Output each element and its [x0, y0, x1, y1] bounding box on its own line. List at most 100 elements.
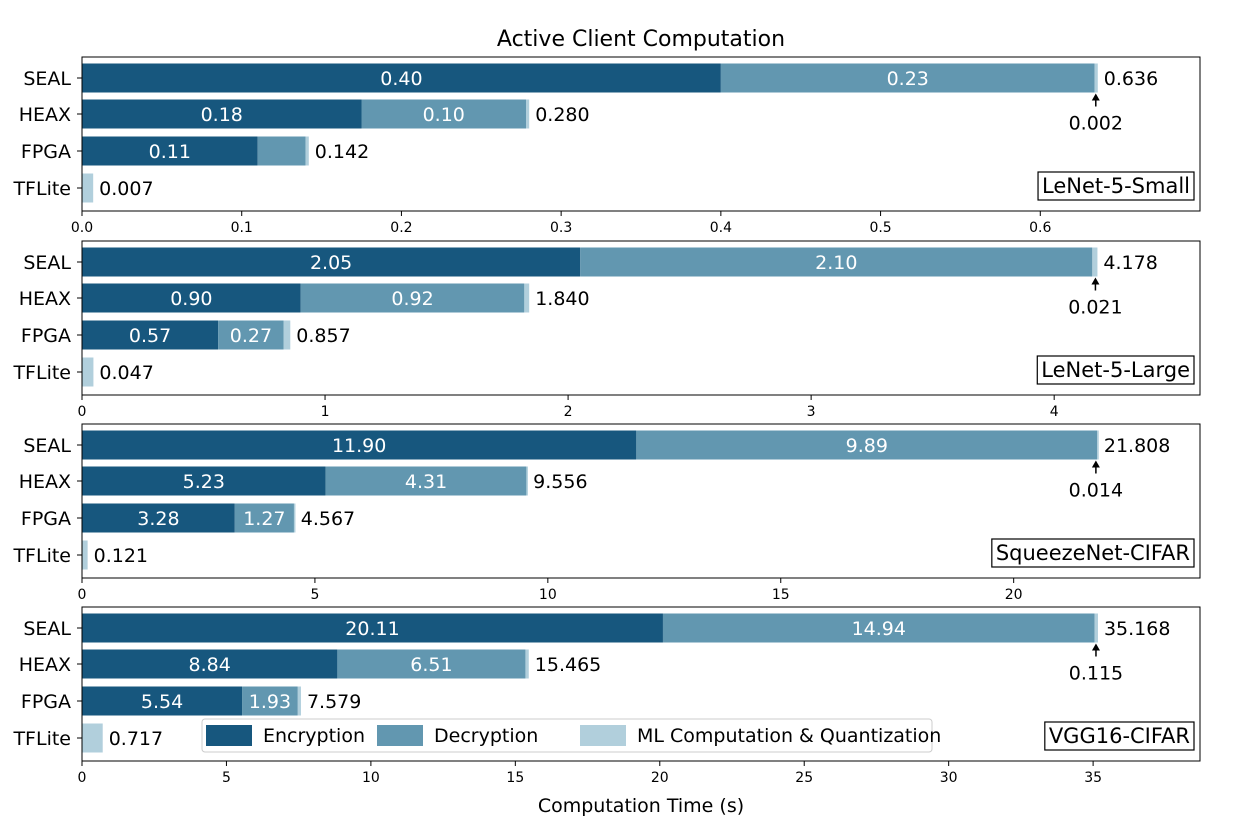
bar-fpga-encryption	[82, 136, 258, 166]
bar-heax-encryption	[82, 99, 362, 129]
bar-heax-decryption	[300, 283, 525, 313]
panel-name-box	[1037, 171, 1195, 201]
bar-label-heax-decryption: 0.10	[423, 104, 465, 126]
bar-seal-ml-computation-quantization	[1094, 613, 1098, 643]
bar-label-heax-encryption: 0.18	[201, 104, 243, 126]
bar-tflite-ml-computation-quantization	[82, 723, 103, 753]
x-axis-label: Computation Time (s)	[538, 795, 744, 817]
x-tick-label: 0.3	[550, 220, 572, 236]
total-label-seal: 0.636	[1104, 68, 1158, 90]
y-tick-label-heax: HEAX	[19, 104, 71, 126]
x-tick-label: 1	[321, 404, 330, 420]
bar-label-heax-decryption: 0.92	[391, 288, 433, 310]
y-tick-label-heax: HEAX	[19, 654, 71, 676]
bar-label-seal-decryption: 9.89	[846, 435, 888, 457]
x-tick-label: 0.0	[71, 220, 93, 236]
panel-frame	[81, 56, 1201, 212]
bar-heax-encryption	[82, 283, 301, 313]
x-tick-label: 10	[362, 770, 380, 786]
total-label-fpga: 0.857	[296, 325, 350, 347]
x-tick-label: 5	[222, 770, 231, 786]
y-tick-label-fpga: FPGA	[21, 508, 71, 530]
panel-name-label: LeNet-5-Large	[1041, 358, 1190, 382]
x-tick-label: 0.2	[390, 220, 412, 236]
y-tick-label-fpga: FPGA	[21, 325, 71, 347]
panel-lenet-5-large: 2.05 2.10 4.178 SEAL 0.90 0.92 1.840 HEAX 0.57 0.…	[12, 240, 1201, 420]
bar-seal-encryption	[82, 247, 581, 277]
bar-tflite-ml-computation-quantization	[82, 173, 94, 203]
bar-heax-decryption	[337, 649, 526, 679]
x-tick-label: 15	[772, 587, 790, 603]
bar-tflite-ml-computation-quantization	[82, 540, 88, 570]
x-tick-label: 0.4	[710, 220, 732, 236]
bar-heax-decryption	[325, 466, 527, 496]
bar-seal-ml-computation-quantization	[1094, 63, 1098, 93]
total-label-heax: 15.465	[535, 654, 601, 676]
bar-fpga-decryption	[257, 136, 306, 166]
legend-swatch-ml-computation-quantization	[580, 725, 626, 746]
chart-title: Active Client Computation	[497, 27, 785, 52]
bar-heax-ml-computation-quantization	[524, 283, 530, 313]
bar-fpga-decryption	[242, 686, 298, 716]
bar-label-fpga-encryption: 0.11	[149, 141, 191, 163]
x-tick-label: 0.1	[231, 220, 253, 236]
bar-heax-decryption	[361, 99, 527, 129]
panel-name-box	[1044, 721, 1195, 751]
total-label-fpga: 0.142	[315, 141, 369, 163]
y-tick-label-fpga: FPGA	[21, 141, 71, 163]
x-tick-label: 35	[1084, 770, 1102, 786]
bar-label-fpga-encryption: 3.28	[137, 508, 179, 530]
x-tick-label: 0	[78, 770, 87, 786]
bar-label-heax-decryption: 4.31	[405, 471, 447, 493]
bar-fpga-encryption	[82, 320, 219, 350]
panel-squeezenet-cifar: 11.90 9.89 21.808 SEAL 5.23 4.31 9.556 HEAX 3.28…	[12, 423, 1201, 603]
y-tick-label-tflite: TFLite	[12, 362, 71, 384]
annotation-arrow-head	[1091, 643, 1100, 651]
y-tick-label-seal: SEAL	[23, 435, 71, 457]
y-tick-label-tflite: TFLite	[12, 728, 71, 750]
total-label-fpga: 7.579	[307, 691, 361, 713]
bar-fpga-ml-computation-quantization	[297, 686, 301, 716]
bar-fpga-encryption	[82, 503, 235, 533]
annotation-label: 0.014	[1069, 480, 1123, 502]
annotation-arrow-head	[1091, 277, 1100, 285]
bar-heax-ml-computation-quantization	[525, 649, 529, 679]
bar-label-seal-encryption: 2.05	[310, 252, 352, 274]
y-tick-label-tflite: TFLite	[12, 545, 71, 567]
panel-vgg16-cifar: 20.11 14.94 35.168 SEAL 8.84 6.51 15.465 HEAX 5.…	[12, 606, 1201, 786]
bar-heax-ml-computation-quantization	[526, 99, 530, 129]
bar-label-seal-encryption: 20.11	[345, 618, 399, 640]
y-tick-label-heax: HEAX	[19, 471, 71, 493]
bar-fpga-decryption	[218, 320, 284, 350]
bar-label-fpga-encryption: 5.54	[141, 691, 183, 713]
x-tick-label: 4	[1050, 404, 1059, 420]
y-tick-label-tflite: TFLite	[12, 178, 71, 200]
bar-label-fpga-encryption: 0.57	[129, 325, 171, 347]
bar-seal-decryption	[720, 63, 1095, 93]
total-label-seal: 35.168	[1104, 618, 1170, 640]
legend: Encryption Decryption ML Computation & Qua…	[201, 718, 941, 753]
x-tick-label: 3	[807, 404, 816, 420]
panel-name-box	[1036, 355, 1195, 385]
x-tick-label: 2	[564, 404, 573, 420]
panel-name-box	[991, 538, 1195, 568]
bar-heax-encryption	[82, 649, 338, 679]
x-tick-label: 30	[940, 770, 958, 786]
bar-seal-encryption	[82, 430, 637, 460]
x-tick-label: 25	[795, 770, 813, 786]
total-label-tflite: 0.121	[94, 545, 148, 567]
x-tick-label: 0	[78, 404, 87, 420]
bar-seal-ml-computation-quantization	[1097, 430, 1099, 460]
bar-seal-decryption	[662, 613, 1095, 643]
bar-tflite-ml-computation-quantization	[82, 357, 94, 387]
bar-label-fpga-decryption: 0.27	[230, 325, 272, 347]
legend-swatch-decryption	[377, 725, 423, 746]
bar-label-heax-encryption: 0.90	[170, 288, 212, 310]
bar-fpga-ml-computation-quantization	[283, 320, 291, 350]
bar-fpga-encryption	[82, 686, 243, 716]
y-tick-label-seal: SEAL	[23, 252, 71, 274]
bar-label-heax-encryption: 8.84	[189, 654, 231, 676]
bar-heax-ml-computation-quantization	[526, 466, 528, 496]
